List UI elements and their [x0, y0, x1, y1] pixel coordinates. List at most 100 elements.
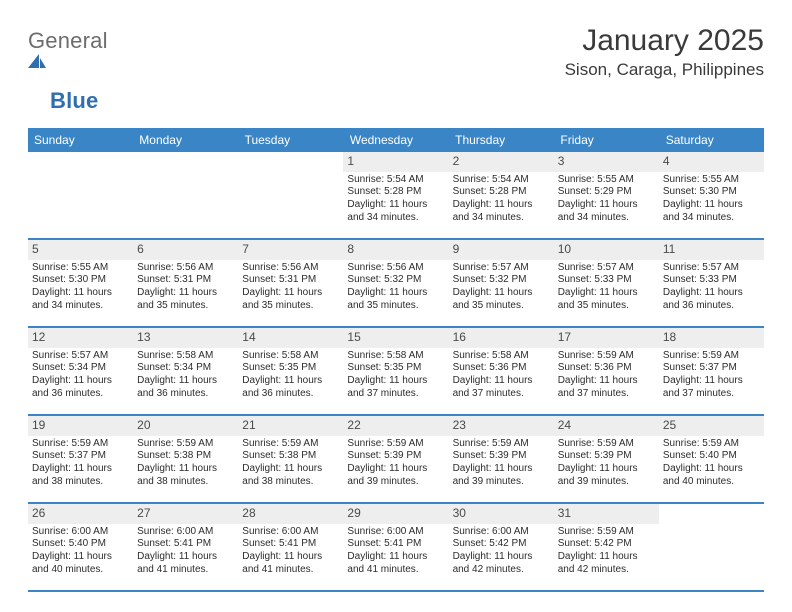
- sunset-line: Sunset: 5:31 PM: [137, 274, 234, 287]
- day-number: [659, 504, 764, 521]
- day-cell: 10Sunrise: 5:57 AMSunset: 5:33 PMDayligh…: [554, 240, 659, 326]
- daylight-line: Daylight: 11 hours and 41 minutes.: [347, 551, 444, 577]
- sunrise-line: Sunrise: 5:54 AM: [347, 174, 444, 187]
- dow-header: Tuesday: [238, 128, 343, 152]
- empty-cell: [238, 152, 343, 238]
- daylight-line: Daylight: 11 hours and 41 minutes.: [137, 551, 234, 577]
- sunset-line: Sunset: 5:34 PM: [32, 362, 129, 375]
- sunset-line: Sunset: 5:34 PM: [137, 362, 234, 375]
- day-number: 11: [659, 240, 764, 260]
- daylight-line: Daylight: 11 hours and 34 minutes.: [663, 199, 760, 225]
- day-number: 27: [133, 504, 238, 524]
- sunset-line: Sunset: 5:28 PM: [453, 186, 550, 199]
- day-details: Sunrise: 5:59 AMSunset: 5:38 PMDaylight:…: [133, 436, 238, 492]
- day-number: 20: [133, 416, 238, 436]
- day-cell: 11Sunrise: 5:57 AMSunset: 5:33 PMDayligh…: [659, 240, 764, 326]
- weeks-container: 1Sunrise: 5:54 AMSunset: 5:28 PMDaylight…: [28, 152, 764, 592]
- day-cell: 29Sunrise: 6:00 AMSunset: 5:41 PMDayligh…: [343, 504, 448, 590]
- sunset-line: Sunset: 5:36 PM: [453, 362, 550, 375]
- sunset-line: Sunset: 5:35 PM: [242, 362, 339, 375]
- daylight-line: Daylight: 11 hours and 40 minutes.: [32, 551, 129, 577]
- sunrise-line: Sunrise: 5:55 AM: [32, 262, 129, 275]
- sunrise-line: Sunrise: 5:59 AM: [558, 526, 655, 539]
- daylight-line: Daylight: 11 hours and 36 minutes.: [137, 375, 234, 401]
- logo-word-general: General: [28, 28, 108, 53]
- logo: General Blue: [28, 24, 108, 114]
- sunset-line: Sunset: 5:32 PM: [347, 274, 444, 287]
- daylight-line: Daylight: 11 hours and 37 minutes.: [347, 375, 444, 401]
- daylight-line: Daylight: 11 hours and 36 minutes.: [663, 287, 760, 313]
- sunset-line: Sunset: 5:36 PM: [558, 362, 655, 375]
- sunrise-line: Sunrise: 5:59 AM: [32, 438, 129, 451]
- sunset-line: Sunset: 5:42 PM: [453, 538, 550, 551]
- sunrise-line: Sunrise: 5:57 AM: [32, 350, 129, 363]
- day-details: Sunrise: 5:59 AMSunset: 5:40 PMDaylight:…: [659, 436, 764, 492]
- day-number: 4: [659, 152, 764, 172]
- sunset-line: Sunset: 5:29 PM: [558, 186, 655, 199]
- day-number: 9: [449, 240, 554, 260]
- daylight-line: Daylight: 11 hours and 38 minutes.: [242, 463, 339, 489]
- day-number: 3: [554, 152, 659, 172]
- sunset-line: Sunset: 5:32 PM: [453, 274, 550, 287]
- day-number: [133, 152, 238, 169]
- daylight-line: Daylight: 11 hours and 37 minutes.: [558, 375, 655, 401]
- week-row: 1Sunrise: 5:54 AMSunset: 5:28 PMDaylight…: [28, 152, 764, 240]
- day-cell: 21Sunrise: 5:59 AMSunset: 5:38 PMDayligh…: [238, 416, 343, 502]
- daylight-line: Daylight: 11 hours and 35 minutes.: [242, 287, 339, 313]
- dow-header: Wednesday: [343, 128, 448, 152]
- day-details: Sunrise: 5:56 AMSunset: 5:31 PMDaylight:…: [238, 260, 343, 316]
- daylight-line: Daylight: 11 hours and 38 minutes.: [137, 463, 234, 489]
- daylight-line: Daylight: 11 hours and 34 minutes.: [558, 199, 655, 225]
- sunset-line: Sunset: 5:38 PM: [137, 450, 234, 463]
- day-details: Sunrise: 6:00 AMSunset: 5:42 PMDaylight:…: [449, 524, 554, 580]
- daylight-line: Daylight: 11 hours and 39 minutes.: [558, 463, 655, 489]
- day-cell: 24Sunrise: 5:59 AMSunset: 5:39 PMDayligh…: [554, 416, 659, 502]
- day-details: Sunrise: 5:59 AMSunset: 5:39 PMDaylight:…: [554, 436, 659, 492]
- day-number: [28, 152, 133, 169]
- day-details: Sunrise: 5:56 AMSunset: 5:32 PMDaylight:…: [343, 260, 448, 316]
- sunrise-line: Sunrise: 5:59 AM: [242, 438, 339, 451]
- day-details: Sunrise: 5:57 AMSunset: 5:33 PMDaylight:…: [554, 260, 659, 316]
- dow-header: Thursday: [448, 128, 553, 152]
- sunrise-line: Sunrise: 5:58 AM: [137, 350, 234, 363]
- day-number: [238, 152, 343, 169]
- day-number: 31: [554, 504, 659, 524]
- day-number: 21: [238, 416, 343, 436]
- day-details: Sunrise: 5:55 AMSunset: 5:29 PMDaylight:…: [554, 172, 659, 228]
- week-row: 26Sunrise: 6:00 AMSunset: 5:40 PMDayligh…: [28, 504, 764, 592]
- month-title: January 2025: [565, 24, 764, 58]
- day-number: 14: [238, 328, 343, 348]
- day-cell: 8Sunrise: 5:56 AMSunset: 5:32 PMDaylight…: [343, 240, 448, 326]
- day-number: 18: [659, 328, 764, 348]
- day-number: 2: [449, 152, 554, 172]
- sunrise-line: Sunrise: 5:57 AM: [558, 262, 655, 275]
- day-cell: 5Sunrise: 5:55 AMSunset: 5:30 PMDaylight…: [28, 240, 133, 326]
- day-details: Sunrise: 5:59 AMSunset: 5:37 PMDaylight:…: [28, 436, 133, 492]
- day-details: Sunrise: 5:54 AMSunset: 5:28 PMDaylight:…: [343, 172, 448, 228]
- day-details: Sunrise: 5:55 AMSunset: 5:30 PMDaylight:…: [28, 260, 133, 316]
- sunrise-line: Sunrise: 5:59 AM: [453, 438, 550, 451]
- daylight-line: Daylight: 11 hours and 34 minutes.: [347, 199, 444, 225]
- sunrise-line: Sunrise: 5:59 AM: [137, 438, 234, 451]
- sunset-line: Sunset: 5:37 PM: [32, 450, 129, 463]
- daylight-line: Daylight: 11 hours and 36 minutes.: [32, 375, 129, 401]
- sunset-line: Sunset: 5:28 PM: [347, 186, 444, 199]
- sunset-line: Sunset: 5:33 PM: [663, 274, 760, 287]
- empty-cell: [659, 504, 764, 590]
- day-cell: 28Sunrise: 6:00 AMSunset: 5:41 PMDayligh…: [238, 504, 343, 590]
- header: General Blue January 2025 Sison, Caraga,…: [28, 24, 764, 114]
- day-number: 25: [659, 416, 764, 436]
- day-cell: 16Sunrise: 5:58 AMSunset: 5:36 PMDayligh…: [449, 328, 554, 414]
- day-number: 17: [554, 328, 659, 348]
- sunset-line: Sunset: 5:41 PM: [347, 538, 444, 551]
- day-details: Sunrise: 5:59 AMSunset: 5:39 PMDaylight:…: [343, 436, 448, 492]
- sunset-line: Sunset: 5:40 PM: [663, 450, 760, 463]
- sunrise-line: Sunrise: 5:56 AM: [242, 262, 339, 275]
- day-cell: 13Sunrise: 5:58 AMSunset: 5:34 PMDayligh…: [133, 328, 238, 414]
- title-block: January 2025 Sison, Caraga, Philippines: [565, 24, 764, 80]
- dow-header: Saturday: [659, 128, 764, 152]
- calendar: SundayMondayTuesdayWednesdayThursdayFrid…: [28, 128, 764, 592]
- day-details: Sunrise: 5:58 AMSunset: 5:35 PMDaylight:…: [343, 348, 448, 404]
- daylight-line: Daylight: 11 hours and 42 minutes.: [453, 551, 550, 577]
- sunrise-line: Sunrise: 5:55 AM: [663, 174, 760, 187]
